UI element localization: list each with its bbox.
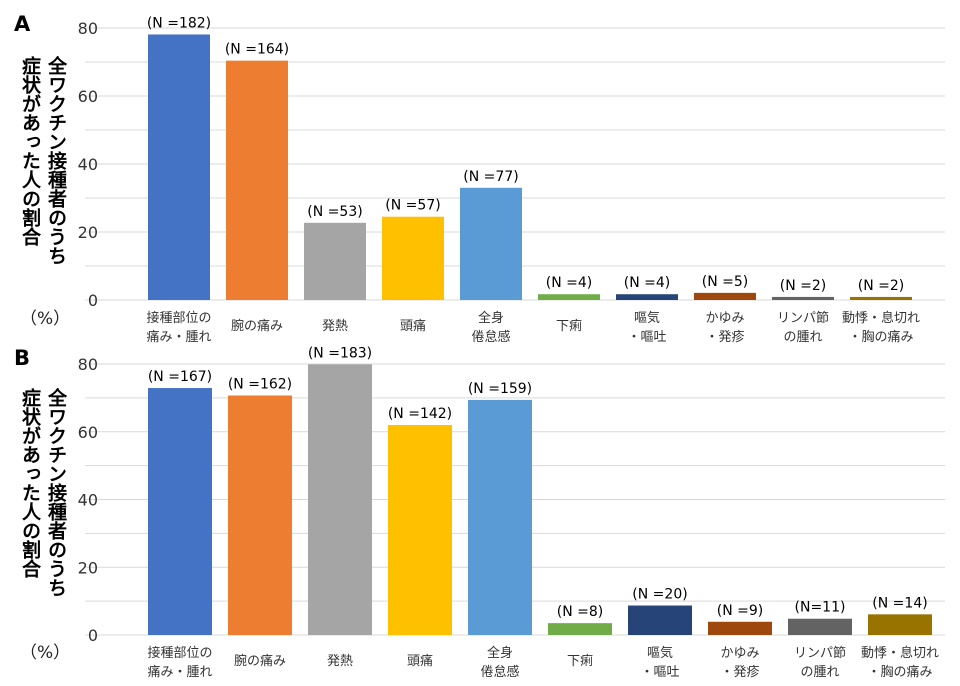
y-axis-label-a-line2: 症状があった人の割合 xyxy=(19,56,41,246)
data-label: (N =57) xyxy=(385,198,440,214)
bar xyxy=(628,605,692,635)
bar xyxy=(694,292,756,300)
data-label: (N =2) xyxy=(780,278,826,294)
y-tick-label: 0 xyxy=(88,626,98,645)
x-tick-label: 発熱 xyxy=(322,319,348,334)
x-tick-label: 動悸・息切れ・胸の痛み xyxy=(861,645,939,680)
x-tick-label: リンパ節の腫れ xyxy=(777,311,829,345)
x-tick-label: かゆみ・発疹 xyxy=(720,646,759,680)
data-label: (N =8) xyxy=(557,604,603,620)
data-label: (N =77) xyxy=(463,169,518,185)
bar xyxy=(304,222,366,300)
y-tick-label: 20 xyxy=(78,558,98,577)
y-tick-label: 40 xyxy=(78,155,98,174)
x-tick-label: 発熱 xyxy=(327,654,353,669)
x-tick-label: 接種部位の痛み・腫れ xyxy=(146,310,211,345)
data-label: (N =182) xyxy=(147,15,211,31)
panel-label-b: B xyxy=(14,346,31,370)
bar xyxy=(708,621,772,635)
y-axis-label-a-line1: 全ワクチン接種者のうち xyxy=(45,56,67,265)
bar xyxy=(616,294,678,300)
x-tick-label: 全身倦怠感 xyxy=(471,310,510,345)
y-tick-label: 0 xyxy=(88,291,98,310)
y-unit-a: （%） xyxy=(20,309,71,329)
chart-panel-b: 0 20 40 60 80 (N =167) 接種部位の痛み・腫れ (N =162) 腕の痛み (… xyxy=(78,345,945,680)
bar xyxy=(868,614,932,635)
x-tick-label: 接種部位の痛み・腫れ xyxy=(147,645,212,680)
data-label: (N =164) xyxy=(225,42,289,58)
data-label: (N =14) xyxy=(872,595,927,611)
y-tick-label: 80 xyxy=(78,355,98,374)
x-tick-label: 頭痛 xyxy=(407,653,433,669)
y-tick-label: 20 xyxy=(78,223,98,242)
x-tick-label: 動悸・息切れ・胸の痛み xyxy=(842,310,920,345)
x-tick-label: 腕の痛み xyxy=(231,318,283,334)
panel-label-a: A xyxy=(14,12,31,36)
bar xyxy=(468,399,532,635)
data-label: (N=11) xyxy=(795,600,846,616)
bar xyxy=(548,623,612,635)
x-tick-label: 全身倦怠感 xyxy=(480,645,519,680)
bar xyxy=(538,294,600,300)
bar xyxy=(382,216,444,300)
data-label: (N =167) xyxy=(148,369,212,385)
y-tick-label: 80 xyxy=(78,19,98,38)
data-label: (N =9) xyxy=(717,603,763,619)
bar xyxy=(772,296,834,300)
y-tick-label: 60 xyxy=(78,423,98,442)
data-label: (N =162) xyxy=(228,377,292,393)
x-tick-label: 嘔気・嘔吐 xyxy=(640,645,679,680)
data-label: (N =4) xyxy=(546,275,592,291)
data-label: (N =53) xyxy=(307,204,362,220)
data-label: (N =2) xyxy=(858,278,904,294)
bar xyxy=(148,388,212,635)
bar xyxy=(226,60,288,300)
data-label: (N =4) xyxy=(624,275,670,291)
x-tick-label: 嘔気・嘔吐 xyxy=(627,310,666,345)
bar xyxy=(388,424,452,635)
data-label: (N =159) xyxy=(468,381,532,397)
bar xyxy=(228,395,292,635)
chart-panel-a: 0 20 40 60 80 (N =182) 接種部位の痛み・腫れ (N =164) 腕の痛み (… xyxy=(78,15,945,345)
x-tick-label: 下痢 xyxy=(556,318,582,334)
y-unit-b: （%） xyxy=(20,643,71,663)
y-tick-label: 60 xyxy=(78,87,98,106)
data-label: (N =5) xyxy=(702,274,748,290)
y-tick-label: 40 xyxy=(78,491,98,510)
bar xyxy=(308,364,372,635)
x-tick-label: 下痢 xyxy=(567,653,593,669)
data-label: (N =183) xyxy=(308,345,372,361)
data-label: (N =142) xyxy=(388,406,452,422)
y-axis-label-b-line1: 全ワクチン接種者のうち xyxy=(45,388,67,597)
bar xyxy=(148,34,210,301)
bar xyxy=(788,618,852,635)
bar xyxy=(460,187,522,300)
x-tick-label: リンパ節の腫れ xyxy=(794,646,846,680)
x-tick-label: 頭痛 xyxy=(400,318,426,334)
y-axis-label-b-line2: 症状があった人の割合 xyxy=(19,388,41,578)
x-tick-label: 腕の痛み xyxy=(234,653,286,669)
bar xyxy=(850,296,912,300)
data-label: (N =20) xyxy=(632,587,687,603)
x-tick-label: かゆみ・発疹 xyxy=(705,311,744,345)
